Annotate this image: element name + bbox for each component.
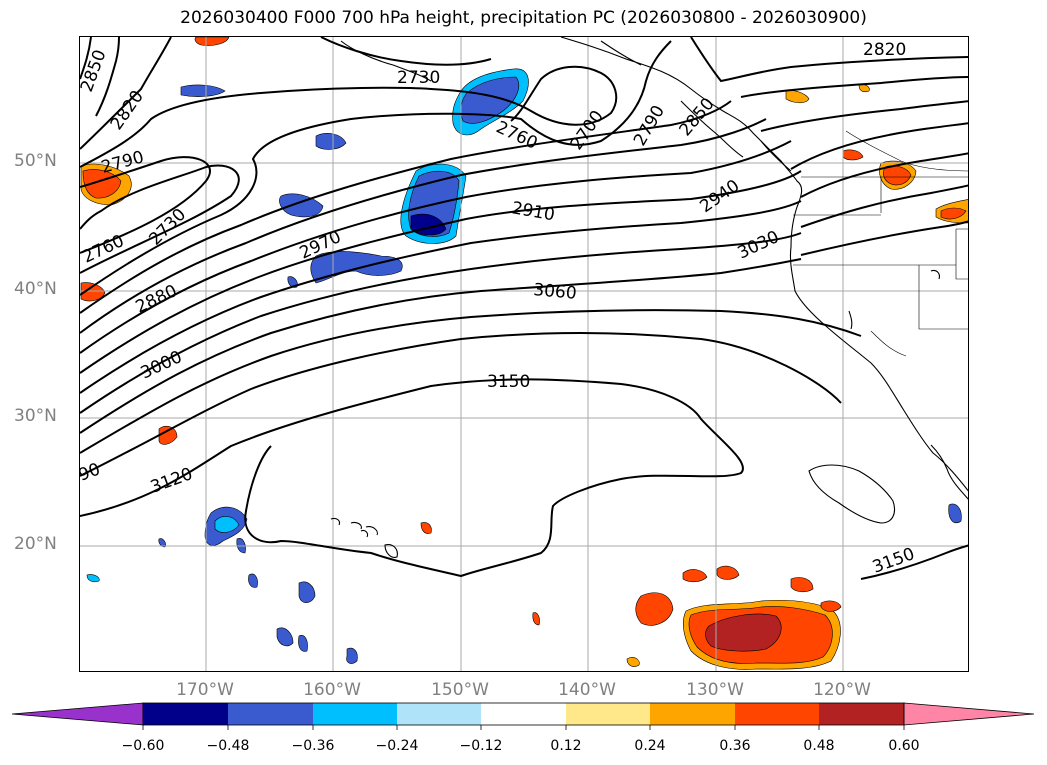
lat-label-40n: 40°N xyxy=(14,279,57,299)
contour-label: 2820 xyxy=(863,40,906,60)
contour-label: 2820 xyxy=(107,87,148,134)
contour-label: 2850 xyxy=(80,47,110,94)
colorbar-bin xyxy=(143,703,228,725)
coastlines xyxy=(330,37,968,558)
lon-label-170w: 170°W xyxy=(176,680,234,700)
contour-label: 3150 xyxy=(487,372,530,392)
lon-label-150w: 150°W xyxy=(431,680,489,700)
colorbar-bin xyxy=(735,703,819,725)
map-title: 2026030400 F000 700 hPa height, precipit… xyxy=(180,8,867,28)
colorbar-bin xyxy=(650,703,735,725)
contour-label: 3060 xyxy=(533,280,578,304)
colorbar-tick-label: −0.24 xyxy=(375,738,419,754)
contour-label: 2850 xyxy=(676,94,719,140)
lat-label-50n: 50°N xyxy=(14,151,57,171)
colorbar-bin xyxy=(819,703,904,725)
colorbar-bin xyxy=(481,703,566,725)
colorbar-tick-label: −0.48 xyxy=(206,738,250,754)
colorbar-tick-label: 0.48 xyxy=(803,738,835,754)
lon-label-160w: 160°W xyxy=(303,680,361,700)
colorbar-tick-label: 0.12 xyxy=(550,738,582,754)
lon-label-120w: 120°W xyxy=(813,680,871,700)
lat-label-20n: 20°N xyxy=(14,534,57,554)
precip-negative-areas xyxy=(86,68,962,664)
lon-label-130w: 130°W xyxy=(686,680,744,700)
contour-label: 2940 xyxy=(696,176,743,217)
lon-label-140w: 140°W xyxy=(558,680,616,700)
contour-label: 3030 xyxy=(735,227,783,263)
colorbar-tick-label: 0.60 xyxy=(888,738,920,754)
colorbar-extend-max xyxy=(903,702,1035,726)
contour-label: 3150 xyxy=(870,544,917,578)
colorbar-tick-label: 0.24 xyxy=(634,738,666,754)
colorbar-tick-label: 0.36 xyxy=(719,738,751,754)
contour-label: 3120 xyxy=(148,464,195,498)
height-contours xyxy=(80,37,968,580)
contour-label: 2880 xyxy=(133,281,181,317)
lat-label-30n: 30°N xyxy=(14,406,57,426)
map-panel: 2850 2820 2790 2730 2760 2880 3000 2970 … xyxy=(79,36,969,672)
contour-label: 2700 xyxy=(567,107,608,154)
precip-positive-areas xyxy=(80,37,968,670)
contour-label: 2730 xyxy=(397,68,440,88)
colorbar-bin xyxy=(397,703,481,725)
graticule xyxy=(80,37,968,671)
colorbar-bin xyxy=(313,703,397,725)
colorbar xyxy=(11,702,1035,730)
colorbar-bin xyxy=(228,703,313,725)
contour-label: 2910 xyxy=(510,198,556,225)
colorbar-bin xyxy=(566,703,650,725)
colorbar-extend-min xyxy=(11,702,144,726)
contour-label: 90 xyxy=(80,460,103,486)
colorbar-tick-label: −0.60 xyxy=(121,738,165,754)
colorbar-tick-label: −0.36 xyxy=(291,738,335,754)
colorbar-tick-label: −0.12 xyxy=(459,738,503,754)
